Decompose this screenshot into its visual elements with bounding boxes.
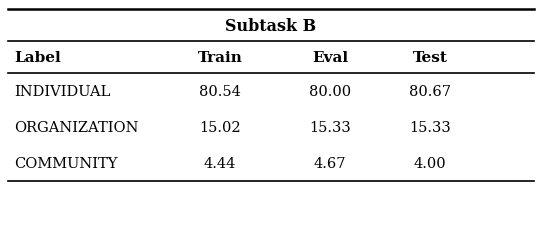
Text: 15.33: 15.33 bbox=[409, 121, 451, 134]
Text: 80.67: 80.67 bbox=[409, 85, 451, 99]
Text: 15.33: 15.33 bbox=[309, 121, 351, 134]
Text: COMMUNITY: COMMUNITY bbox=[14, 156, 118, 170]
Text: INDIVIDUAL: INDIVIDUAL bbox=[14, 85, 111, 99]
Text: Test: Test bbox=[412, 51, 448, 65]
Text: Label: Label bbox=[14, 51, 61, 65]
Text: Eval: Eval bbox=[312, 51, 348, 65]
Text: 15.02: 15.02 bbox=[199, 121, 241, 134]
Text: 80.00: 80.00 bbox=[309, 85, 351, 99]
Text: 4.44: 4.44 bbox=[204, 156, 236, 170]
Text: Subtask B: Subtask B bbox=[225, 17, 317, 34]
Text: 80.54: 80.54 bbox=[199, 85, 241, 99]
Text: 4.00: 4.00 bbox=[414, 156, 446, 170]
Text: Train: Train bbox=[198, 51, 242, 65]
Text: ORGANIZATION: ORGANIZATION bbox=[14, 121, 139, 134]
Text: 4.67: 4.67 bbox=[314, 156, 346, 170]
